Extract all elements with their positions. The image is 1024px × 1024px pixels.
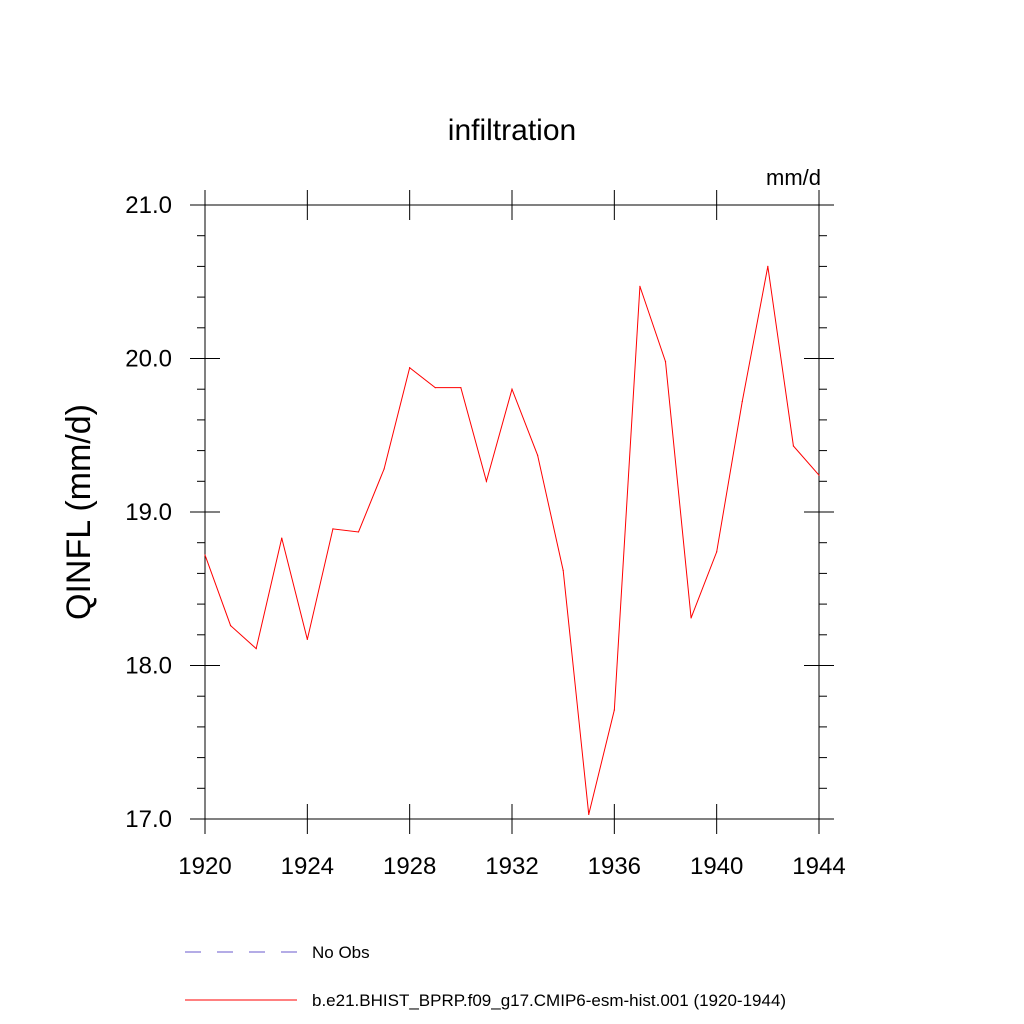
x-tick-label-1940: 1940: [690, 853, 743, 880]
major-ticks: [190, 190, 834, 834]
series-point-0-1928: [409, 367, 411, 369]
x-tick-label-1928: 1928: [383, 853, 436, 880]
series-layer: [204, 265, 820, 815]
series-point-0-1936: [613, 709, 615, 711]
x-tick-label-1944: 1944: [792, 853, 845, 880]
series-point-0-1930: [460, 387, 462, 389]
series-point-0-1933: [536, 454, 539, 456]
series-point-0-1935: [588, 813, 590, 815]
series-point-0-1921: [229, 624, 232, 627]
y-tick-labels: 17.0 18.0 19.0 20.0 21.0: [125, 192, 172, 833]
series-point-0-1924: [306, 638, 308, 641]
series-point-0-1937: [639, 285, 641, 287]
plot-frame: [204, 204, 820, 820]
y-tick-label-21.0: 21.0: [125, 192, 172, 219]
series-point-0-1942: [767, 265, 769, 267]
units-label: mm/d: [766, 165, 821, 190]
series-point-0-1938: [664, 360, 667, 363]
chart-title: infiltration: [448, 114, 576, 147]
y-tick-label-19.0: 19.0: [125, 499, 172, 526]
minor-ticks: [197, 235, 827, 789]
x-tick-label-1936: 1936: [588, 853, 641, 880]
legend: No Obs b.e21.BHIST_BPRP.f09_g17.CMIP6-es…: [185, 943, 786, 1010]
y-axis-title: QINFL (mm/d): [60, 404, 98, 620]
series-point-0-1925: [332, 528, 334, 530]
series-point-0-1920: [204, 554, 206, 556]
series-point-0-1932: [511, 388, 513, 390]
series-point-0-1944: [818, 474, 820, 476]
series-point-0-1943: [792, 445, 795, 447]
y-tick-label-18.0: 18.0: [125, 653, 172, 680]
y-tick-label-17.0: 17.0: [125, 806, 172, 833]
series-line-0: [204, 266, 820, 815]
x-tick-label-1920: 1920: [178, 853, 231, 880]
series-point-0-1927: [383, 468, 385, 470]
series-point-0-1922: [255, 648, 257, 650]
x-tick-label-1932: 1932: [485, 853, 538, 880]
legend-label-no-obs: No Obs: [312, 943, 370, 962]
series-point-0-1934: [562, 569, 564, 571]
x-tick-labels: 1920 1924 1928 1932 1936 1940 1944: [178, 853, 845, 880]
series-point-0-1929: [434, 387, 436, 389]
series-point-0-1940: [716, 551, 718, 553]
y-tick-label-20.0: 20.0: [125, 346, 172, 373]
x-tick-label-1924: 1924: [281, 853, 334, 880]
series-point-0-1939: [690, 617, 692, 619]
series-point-0-1923: [281, 537, 283, 539]
legend-label-model-run: b.e21.BHIST_BPRP.f09_g17.CMIP6-esm-hist.…: [312, 991, 786, 1010]
series-point-0-1926: [357, 531, 360, 533]
series-point-0-1941: [741, 400, 743, 403]
series-point-0-1931: [485, 480, 488, 482]
